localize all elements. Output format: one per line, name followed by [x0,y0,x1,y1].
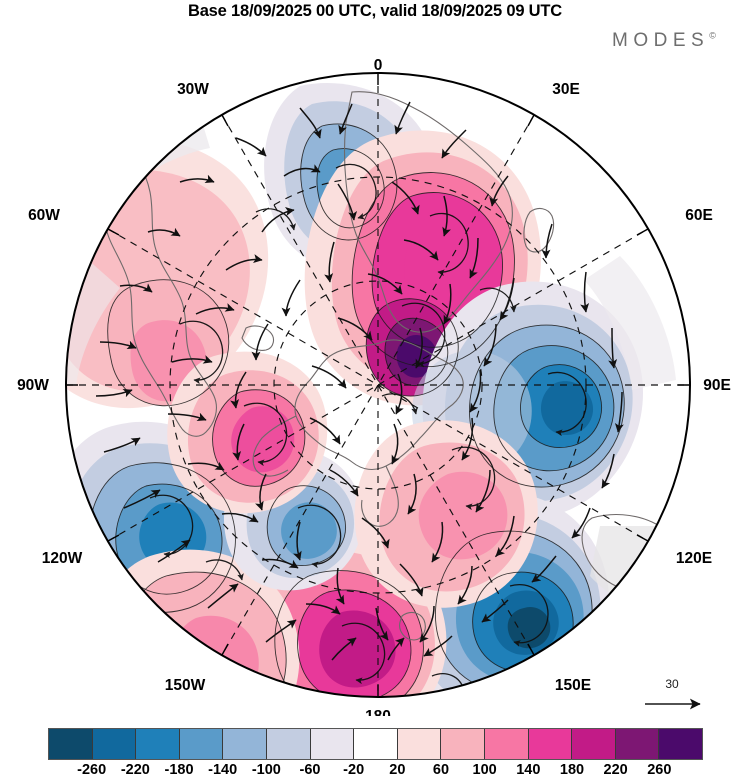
colorbar-tick-label: -180 [164,762,194,778]
colorbar-tick-label: -20 [343,762,365,778]
lon-label-0: 0 [374,57,383,74]
colorbar-swatch [136,729,180,759]
colorbar-tick-label: -60 [299,762,321,778]
colorbar-swatch [572,729,616,759]
colorbar-swatch [441,729,485,759]
colorbar-tick-label: 260 [647,762,672,778]
colorbar-tick-label: -100 [251,762,281,778]
lon-label-60w: 60W [28,207,60,224]
lon-label-90e: 90E [703,377,731,394]
colorbar-tick-label: 220 [603,762,628,778]
colorbar-swatch [484,729,529,759]
colorbar-tick-label: 180 [559,762,585,778]
colorbar-swatch [92,729,137,759]
colorbar-tick-label: -260 [77,762,107,778]
colorbar-swatch [528,729,573,759]
wind-vector-layer [95,101,624,661]
map-svg: 0 30E 60E 90E 120E 150E 180 150W 120W 90… [17,57,731,716]
copyright-icon: © [709,30,716,41]
lon-label-90w: 90W [17,377,49,394]
colorbar-tick-label: 140 [516,762,541,778]
rim-ticks [66,73,690,697]
colorbar-swatch [310,729,355,759]
lon-label-120e: 120E [676,550,712,567]
colorbar-swatch [397,729,442,759]
graticule-layer [66,73,690,697]
colorbar-swatch [354,729,398,759]
colorbar[interactable]: -260 -220 -180 -140 -100 -60 -20 20 60 100 140 180 2… [0,718,750,783]
colorbar-tick-label: -220 [120,762,150,778]
longitude-labels: 0 30E 60E 90E 120E 150E 180 150W 120W 90… [17,57,731,716]
modes-logo: MODES© [612,30,716,52]
polar-stereographic-map[interactable]: 0 30E 60E 90E 120E 150E 180 150W 120W 90… [0,56,750,716]
reference-vector: 30 [645,677,701,710]
colorbar-tick-label: 100 [472,762,497,778]
lon-label-60e: 60E [685,207,713,224]
colorbar-tick-label: 20 [389,762,406,778]
lon-label-150e: 150E [555,677,591,694]
colorbar-swatch [179,729,224,759]
colorbar-swatch [615,729,660,759]
colorbar-tick-label: -140 [208,762,238,778]
lon-label-30e: 30E [552,81,580,98]
colorbar-swatch [223,729,267,759]
lon-label-150w: 150W [165,677,206,694]
contour-line-layer [88,123,625,697]
colorbar-tick-labels: -260 -220 -180 -140 -100 -60 -20 20 60 100 140 180 2… [48,762,703,782]
lon-label-180: 180 [365,708,391,716]
lon-label-120w: 120W [42,550,83,567]
map-boundary-circle [65,72,691,698]
colorbar-tick-label: 60 [432,762,450,778]
colorbar-swatch [659,729,702,759]
modes-logo-text: MODES [612,30,710,51]
page-title: Base 18/09/2025 00 UTC, valid 18/09/2025… [187,2,562,20]
colorbar-swatch [49,729,93,759]
coastline-layer [102,91,687,688]
colorbar-swatch [266,729,311,759]
colorbar-swatches [48,728,703,760]
map-field [66,73,690,697]
wind-vector-secondary-layer [149,163,587,691]
lon-label-30w: 30W [177,81,209,98]
reference-vector-label: 30 [665,677,679,691]
